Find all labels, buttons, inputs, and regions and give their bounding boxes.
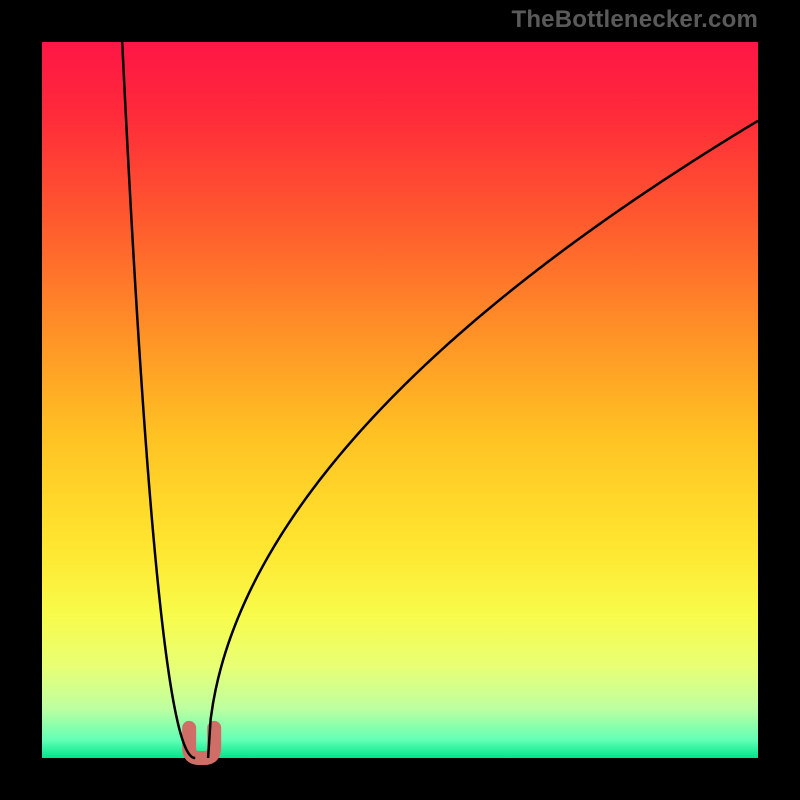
right-curve [208, 121, 758, 758]
bottleneck-chart: TheBottlenecker.com [0, 0, 800, 800]
left-curve [122, 42, 195, 758]
watermark-text: TheBottlenecker.com [511, 6, 758, 34]
curves-layer [0, 0, 800, 800]
